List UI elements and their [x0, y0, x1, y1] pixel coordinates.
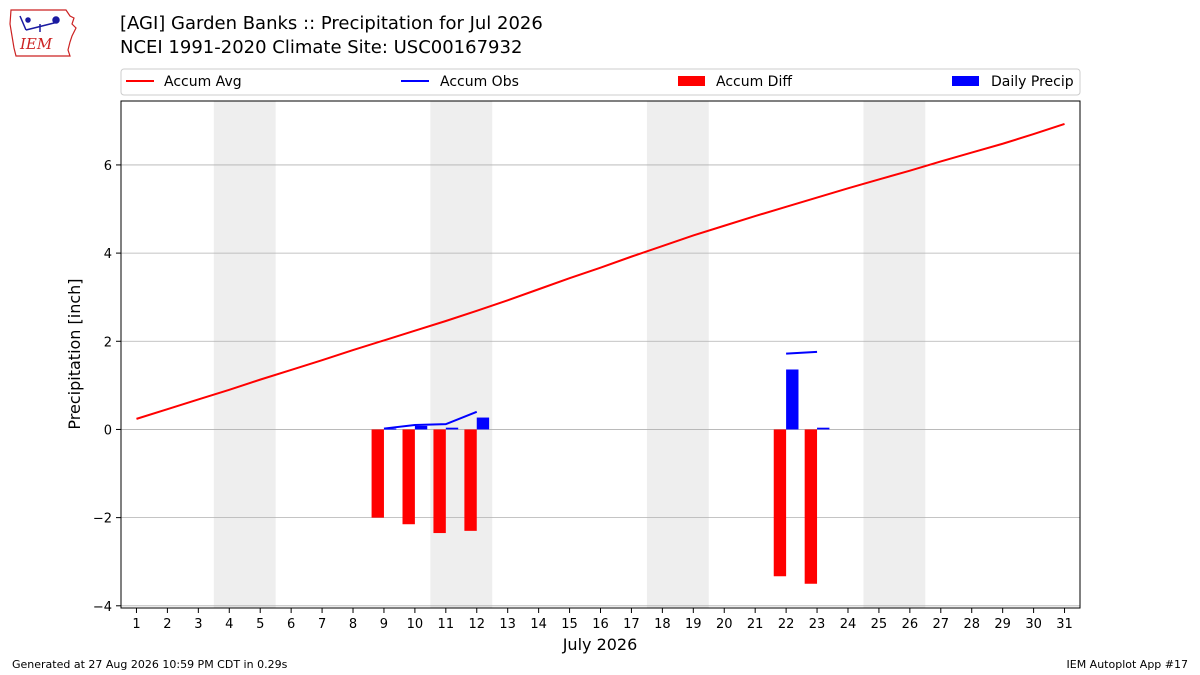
- x-tick-label: 20: [716, 617, 733, 632]
- iem-logo-text: IEM: [19, 35, 53, 53]
- y-axis-label: Precipitation [inch]: [65, 278, 84, 429]
- x-tick-label: 24: [840, 617, 857, 632]
- x-tick-label: 16: [592, 617, 609, 632]
- y-tick-label: −2: [93, 512, 112, 527]
- chart-title: [AGI] Garden Banks :: Precipitation for …: [120, 13, 543, 34]
- legend-label-accum-diff: Accum Diff: [716, 74, 792, 90]
- accum-diff-bar: [773, 429, 787, 577]
- legend-swatch-accum-diff: [678, 76, 705, 86]
- x-tick-label: 30: [1025, 617, 1042, 632]
- legend-frame: [120, 68, 1081, 96]
- weather-instrument-icon: [19, 15, 60, 32]
- x-tick-label: 25: [871, 617, 888, 632]
- x-tick-label: 5: [256, 617, 264, 632]
- x-tick-label: 9: [380, 617, 388, 632]
- x-tick-label: 4: [225, 617, 233, 632]
- legend-label-daily-precip: Daily Precip: [991, 74, 1074, 90]
- x-tick-label: 6: [287, 617, 295, 632]
- accum-diff-bar: [402, 429, 415, 525]
- x-axis: 1 2 3 4 5 6 7 8 9 10 11 12 13 14 15 16 17 18 19 20 21 22 23 24 2…: [132, 608, 1073, 632]
- x-tick-label: 1: [132, 617, 140, 632]
- x-tick-label: 13: [499, 617, 516, 632]
- line-series: [136, 122, 1065, 430]
- legend-label-accum-obs: Accum Obs: [440, 74, 519, 90]
- y-axis: −4 −2 0 2 4 6: [93, 159, 121, 615]
- legend-swatch-daily-precip: [952, 76, 979, 86]
- x-tick-label: 2: [163, 617, 171, 632]
- weekend-band: [646, 101, 709, 608]
- accum-diff-bar: [371, 429, 384, 518]
- app-credit: IEM Autoplot App #17: [1066, 658, 1189, 671]
- x-tick-label: 21: [747, 617, 764, 632]
- accum-obs-line: [383, 410, 478, 430]
- weekend-bands: [213, 101, 926, 608]
- y-tick-label: 2: [104, 335, 112, 350]
- x-tick-label: 14: [530, 617, 547, 632]
- daily-precip-bar: [817, 427, 830, 430]
- bar-series: [371, 369, 830, 584]
- accum-diff-bar: [804, 429, 818, 584]
- x-tick-label: 29: [994, 617, 1011, 632]
- y-tick-label: 4: [104, 247, 112, 262]
- daily-precip-bar: [786, 369, 799, 430]
- chart-subtitle: NCEI 1991-2020 Climate Site: USC00167932: [120, 37, 523, 58]
- x-tick-label: 19: [685, 617, 702, 632]
- x-tick-label: 8: [349, 617, 357, 632]
- x-tick-label: 12: [468, 617, 485, 632]
- x-axis-label: July 2026: [562, 635, 638, 654]
- y-tick-label: 6: [104, 159, 112, 174]
- daily-precip-bar: [476, 417, 490, 430]
- weekend-band: [863, 101, 926, 608]
- x-tick-label: 10: [407, 617, 424, 632]
- x-tick-label: 17: [623, 617, 640, 632]
- x-tick-label: 11: [438, 617, 455, 632]
- x-tick-label: 18: [654, 617, 671, 632]
- daily-precip-bar: [383, 428, 397, 430]
- daily-precip-bar: [445, 427, 459, 430]
- y-tick-label: 0: [104, 423, 112, 438]
- weekend-band: [213, 101, 276, 608]
- x-tick-label: 3: [194, 617, 202, 632]
- y-tick-label: −4: [93, 600, 112, 615]
- x-tick-label: 23: [809, 617, 826, 632]
- accum-obs-line: [786, 350, 818, 355]
- accum-diff-bar: [464, 429, 477, 531]
- x-tick-label: 15: [561, 617, 578, 632]
- daily-precip-bar: [414, 425, 428, 430]
- x-tick-label: 22: [778, 617, 795, 632]
- x-tick-label: 27: [933, 617, 950, 632]
- gridlines: [121, 164, 1080, 607]
- x-tick-label: 31: [1056, 617, 1073, 632]
- x-tick-label: 7: [318, 617, 326, 632]
- x-tick-label: 28: [963, 617, 980, 632]
- x-tick-label: 26: [902, 617, 919, 632]
- accum-avg-line: [136, 122, 1065, 420]
- legend-label-accum-avg: Accum Avg: [164, 74, 242, 90]
- legend: Accum Avg Accum Obs Accum Diff Daily Pre…: [120, 68, 1081, 96]
- generated-timestamp: Generated at 27 Aug 2026 10:59 PM CDT in…: [12, 658, 288, 671]
- iem-logo: IEM: [9, 9, 77, 57]
- accum-diff-bar: [433, 429, 446, 534]
